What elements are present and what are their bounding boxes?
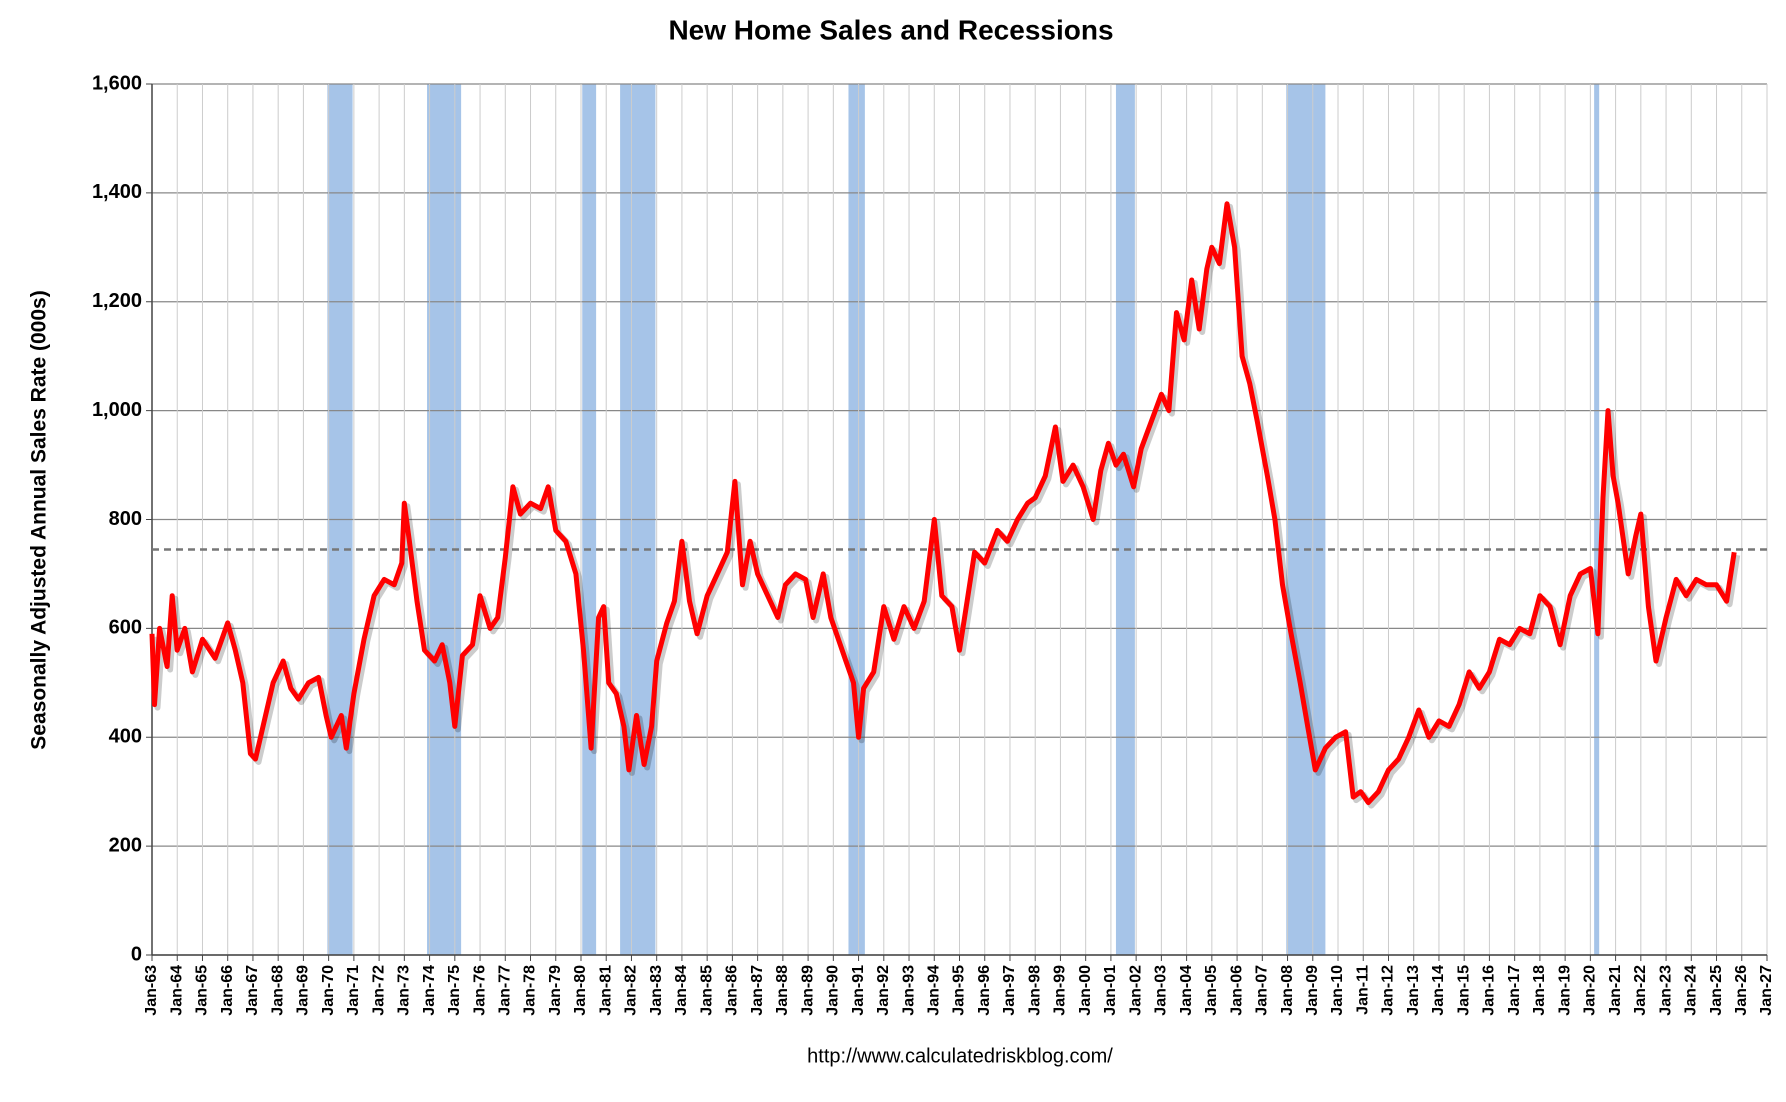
y-tick-label: 1,600 — [92, 72, 142, 94]
x-tick-label: Jan-06 — [1228, 965, 1245, 1016]
x-tick-label: Jan-72 — [370, 965, 387, 1016]
y-tick-label: 1,000 — [92, 399, 142, 421]
x-tick-label: Jan-89 — [799, 965, 816, 1016]
x-tick-label: Jan-92 — [875, 965, 892, 1016]
x-tick-label: Jan-88 — [774, 965, 791, 1016]
x-tick-label: Jan-04 — [1178, 965, 1195, 1016]
line-shadow — [152, 203, 1741, 809]
x-tick-label: Jan-93 — [900, 965, 917, 1016]
x-tick-label: Jan-18 — [1531, 965, 1548, 1016]
x-tick-label: Jan-21 — [1607, 965, 1624, 1016]
x-tick-label: Jan-08 — [1279, 965, 1296, 1016]
y-tick-label: 800 — [109, 508, 142, 530]
y-tick-label: 1,200 — [92, 290, 142, 312]
x-tick-label: Jan-66 — [219, 965, 236, 1016]
x-tick-label: Jan-79 — [547, 965, 564, 1016]
x-tick-label: Jan-76 — [471, 965, 488, 1016]
x-tick-label: Jan-82 — [623, 965, 640, 1016]
x-tick-label: Jan-74 — [421, 965, 438, 1016]
x-tick-label: Jan-70 — [320, 965, 337, 1016]
x-tick-label: Jan-98 — [1026, 965, 1043, 1016]
chart-title: New Home Sales and Recessions — [668, 14, 1113, 45]
x-tick-label: Jan-20 — [1582, 965, 1599, 1016]
x-tick-label: Jan-16 — [1481, 965, 1498, 1016]
y-tick-label: 400 — [109, 726, 142, 748]
x-tick-label: Jan-01 — [1102, 965, 1119, 1016]
y-tick-label: 600 — [109, 617, 142, 639]
x-tick-label: Jan-19 — [1556, 965, 1573, 1016]
x-tick-label: Jan-84 — [673, 965, 690, 1016]
x-tick-label: Jan-64 — [168, 965, 185, 1016]
x-tick-label: Jan-68 — [269, 965, 286, 1016]
x-tick-label: Jan-90 — [825, 965, 842, 1016]
footer: http://www.calculatedriskblog.com/ — [807, 1045, 1113, 1067]
x-tick-label: Jan-65 — [194, 965, 211, 1016]
x-tick-label: Jan-95 — [951, 965, 968, 1016]
x-tick-label: Jan-12 — [1380, 965, 1397, 1016]
x-tick-label: Jan-00 — [1077, 965, 1094, 1016]
x-tick-label: Jan-26 — [1733, 965, 1750, 1016]
x-tick-label: Jan-78 — [522, 965, 539, 1016]
series-line — [149, 201, 1737, 806]
x-tick-label: Jan-91 — [850, 965, 867, 1016]
x-tick-label: Jan-11 — [1354, 965, 1371, 1015]
x-tick-label: Jan-17 — [1506, 965, 1523, 1016]
x-tick-label: Jan-24 — [1683, 965, 1700, 1016]
x-tick-label: Jan-77 — [497, 965, 514, 1016]
x-tick-label: Jan-67 — [244, 965, 261, 1016]
x-tick-label: Jan-96 — [976, 965, 993, 1016]
x-tick-label: Jan-94 — [925, 965, 942, 1016]
x-tick-label: Jan-05 — [1203, 965, 1220, 1016]
y-tick-label: 0 — [131, 943, 142, 965]
x-tick-label: Jan-22 — [1632, 965, 1649, 1016]
x-tick-label: Jan-14 — [1430, 965, 1447, 1016]
x-tick-label: Jan-81 — [597, 965, 614, 1016]
x-tick-label: Jan-10 — [1329, 965, 1346, 1016]
x-tick-label: Jan-27 — [1758, 965, 1775, 1016]
x-tick-label: Jan-85 — [698, 965, 715, 1016]
x-tick-label: Jan-80 — [572, 965, 589, 1016]
x-tick-label: Jan-07 — [1254, 965, 1271, 1016]
x-tick-label: Jan-83 — [648, 965, 665, 1016]
x-tick-label: Jan-02 — [1127, 965, 1144, 1016]
y-axis-title: Seasonally Adjusted Annual Sales Rate (0… — [28, 290, 51, 749]
y-tick-label: 200 — [109, 834, 142, 856]
x-tick-label: Jan-13 — [1405, 965, 1422, 1016]
x-tick-label: Jan-86 — [724, 965, 741, 1016]
x-tick-label: Jan-97 — [1001, 965, 1018, 1016]
x-tick-label: Jan-87 — [749, 965, 766, 1016]
x-tick-label: Jan-99 — [1052, 965, 1069, 1016]
x-tick-label: Jan-03 — [1153, 965, 1170, 1016]
x-tick-label: Jan-71 — [345, 965, 362, 1016]
x-tick-label: Jan-75 — [446, 965, 463, 1016]
y-tick-label: 1,400 — [92, 181, 142, 203]
x-tick-label: Jan-09 — [1304, 965, 1321, 1016]
x-tick-label: Jan-15 — [1455, 965, 1472, 1016]
x-tick-label: Jan-69 — [295, 965, 312, 1016]
x-tick-label: Jan-23 — [1657, 965, 1674, 1016]
x-tick-label: Jan-25 — [1708, 965, 1725, 1016]
x-tick-label: Jan-73 — [396, 965, 413, 1016]
x-tick-label: Jan-63 — [143, 965, 160, 1016]
